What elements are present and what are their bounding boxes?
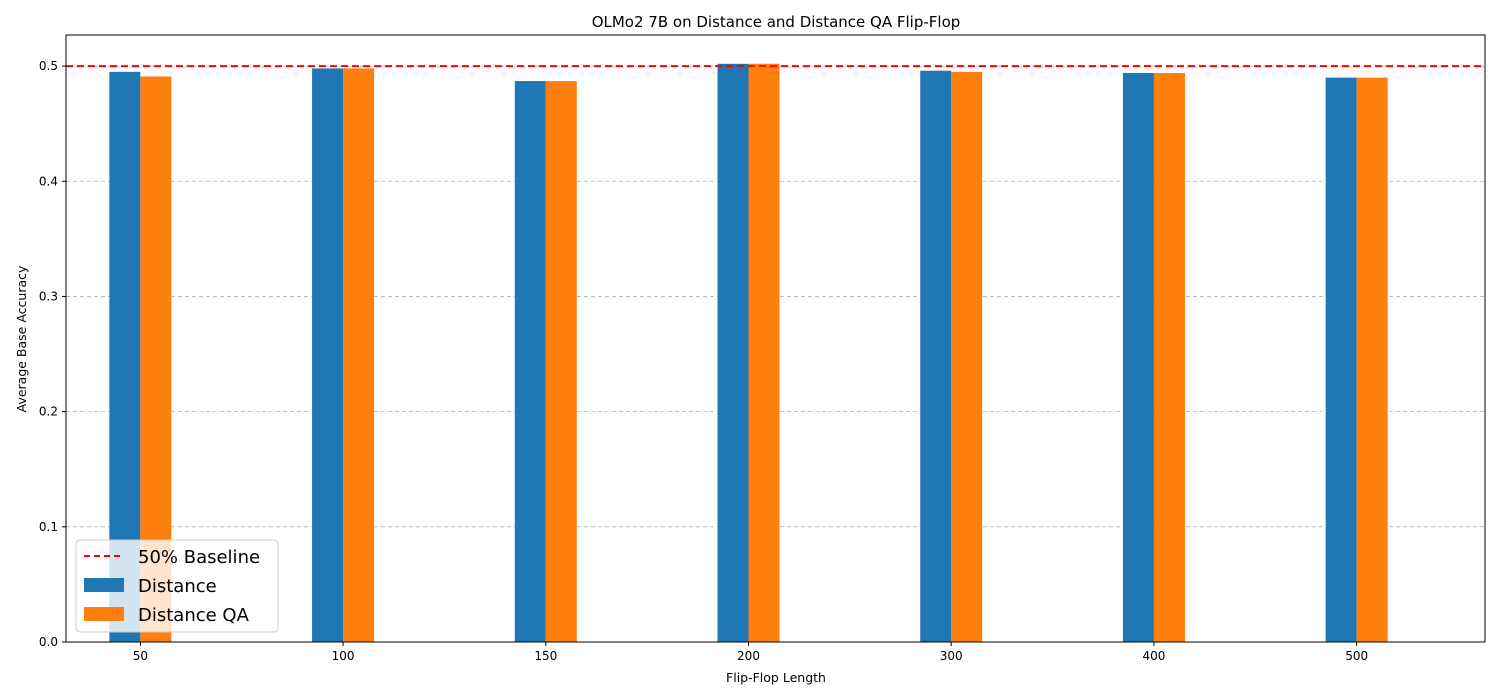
- distance-qa-bar: [545, 81, 577, 643]
- x-axis-ticks: 50 100 150 200 300 400 500: [133, 642, 1368, 663]
- y-tick-label: 0.3: [39, 289, 58, 303]
- y-axis-ticks: 0.0 0.1 0.2 0.3 0.4 0.5: [39, 59, 66, 649]
- bars: [109, 63, 1388, 643]
- y-tick-label: 0.0: [39, 635, 58, 649]
- legend-baseline-label: 50% Baseline: [138, 547, 260, 568]
- distance-bar: [1325, 77, 1357, 642]
- distance-bar: [312, 68, 344, 642]
- distance-qa-bar: [748, 63, 780, 643]
- y-tick-label: 0.5: [39, 59, 58, 73]
- plot-frame: [65, 34, 1486, 643]
- y-axis-label: Average Base Accuracy: [14, 265, 29, 412]
- chart-title: OLMo2 7B on Distance and Distance QA Fli…: [592, 13, 961, 31]
- legend-box: [75, 539, 279, 633]
- x-tick-label: 300: [940, 649, 963, 663]
- x-tick-label: 400: [1142, 649, 1165, 663]
- y-tick-label: 0.1: [39, 520, 58, 534]
- distance-bar: [717, 63, 749, 643]
- legend-distance-label: Distance: [138, 576, 217, 597]
- y-tick-label: 0.4: [39, 174, 58, 188]
- x-axis-label: Flip-Flop Length: [726, 670, 826, 685]
- x-tick-label: 200: [737, 649, 760, 663]
- legend-distance-qa-swatch: [84, 607, 124, 621]
- x-tick-label: 500: [1345, 649, 1368, 663]
- x-tick-label: 100: [332, 649, 355, 663]
- distance-bar: [514, 81, 546, 643]
- legend-distance-swatch: [84, 578, 124, 592]
- distance-qa-bar: [343, 68, 375, 642]
- x-tick-label: 150: [534, 649, 557, 663]
- legend-distance-qa-label: Distance QA: [138, 605, 250, 626]
- distance-bar: [1122, 73, 1154, 642]
- y-tick-label: 0.2: [39, 405, 58, 419]
- distance-qa-bar: [1356, 77, 1388, 642]
- distance-qa-bar: [951, 71, 983, 643]
- distance-bar: [920, 70, 952, 643]
- legend: 50% Baseline Distance Distance QA: [75, 539, 279, 633]
- distance-qa-bar: [1153, 73, 1185, 642]
- x-tick-label: 50: [133, 649, 148, 663]
